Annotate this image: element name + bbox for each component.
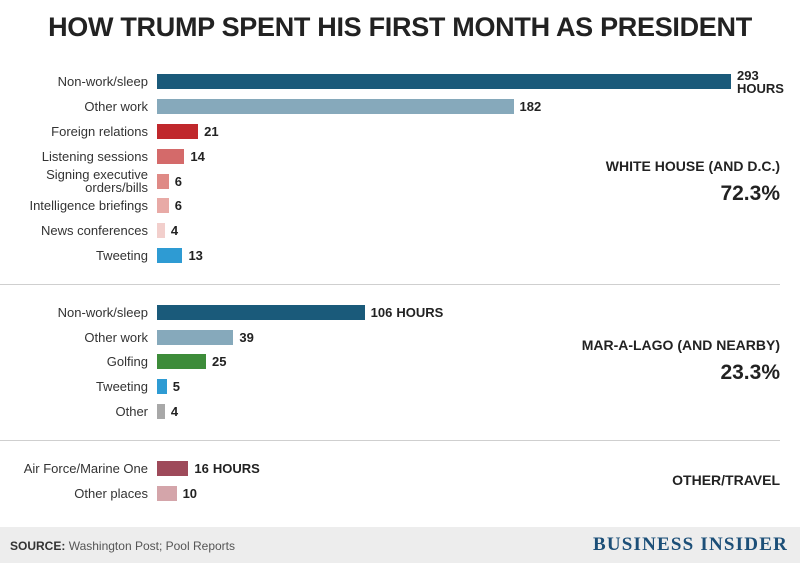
category-label: Intelligence briefings xyxy=(29,198,148,213)
chart-title: HOW TRUMP SPENT HIS FIRST MONTH AS PRESI… xyxy=(48,12,752,42)
category-label: Air Force/Marine One xyxy=(23,461,148,476)
category-label: Foreign relations xyxy=(51,124,148,139)
unit-label: HOURS xyxy=(396,305,444,320)
bar xyxy=(157,404,165,419)
category-label: News conferences xyxy=(41,223,148,238)
footer: SOURCE: Washington Post; Pool Reports BU… xyxy=(0,527,800,563)
category-label: Golfing xyxy=(106,354,148,369)
category-label: Other work xyxy=(84,330,148,345)
section-divider xyxy=(0,440,780,441)
section-percent: 72.3% xyxy=(720,182,780,205)
category-label: Listening sessions xyxy=(41,149,148,164)
bar xyxy=(157,223,165,238)
data-label: 14 xyxy=(190,149,205,164)
section-label: WHITE HOUSE (AND D.C.) xyxy=(605,158,780,174)
bar xyxy=(157,124,199,139)
section-label: MAR-A-LAGO (AND NEARBY) xyxy=(581,337,780,353)
bar xyxy=(157,486,177,501)
bar xyxy=(157,248,183,263)
bar xyxy=(157,99,514,114)
data-label: 39 xyxy=(239,330,254,345)
bar xyxy=(157,174,169,189)
bar xyxy=(157,330,234,345)
data-label: 21 xyxy=(204,124,219,139)
bar xyxy=(157,379,167,394)
data-label: 293 xyxy=(737,68,759,83)
category-label: Tweeting xyxy=(95,248,148,263)
data-label: 4 xyxy=(170,404,179,419)
data-label: 182 xyxy=(519,99,542,114)
section-divider xyxy=(0,284,780,285)
data-label: 10 xyxy=(182,486,198,501)
bar xyxy=(157,198,169,213)
category-label: Non-work/sleep xyxy=(57,74,148,89)
category-label: Signing executive orders/bills xyxy=(46,167,148,195)
category-label: Other places xyxy=(74,486,148,501)
bar xyxy=(157,149,185,164)
brand-logo: BUSINESS INSIDER xyxy=(592,534,788,555)
source-note: SOURCE: Washington Post; Pool Reports xyxy=(10,539,235,553)
source-text: Washington Post; Pool Reports xyxy=(68,539,235,553)
category-label: Tweeting xyxy=(95,379,148,394)
data-label: 106 xyxy=(370,305,393,320)
bar xyxy=(157,461,189,476)
unit-label: HOURS xyxy=(737,81,784,96)
data-label: 6 xyxy=(174,198,182,213)
unit-label: HOURS xyxy=(212,461,260,476)
bar xyxy=(157,74,731,89)
data-label: 4 xyxy=(170,223,179,238)
data-label: 6 xyxy=(174,174,182,189)
data-label: 16 xyxy=(194,461,209,476)
data-label: 25 xyxy=(211,354,227,369)
bar xyxy=(157,305,365,320)
category-label: Other xyxy=(115,404,148,419)
category-label: Non-work/sleep xyxy=(57,305,148,320)
bar xyxy=(157,354,206,369)
section-label: OTHER/TRAVEL xyxy=(672,472,780,488)
source-prefix: SOURCE: xyxy=(10,539,66,553)
section-percent: 23.3% xyxy=(720,361,780,384)
data-label: 13 xyxy=(188,248,203,263)
data-label: 5 xyxy=(172,379,181,394)
category-label: Other work xyxy=(84,99,148,114)
